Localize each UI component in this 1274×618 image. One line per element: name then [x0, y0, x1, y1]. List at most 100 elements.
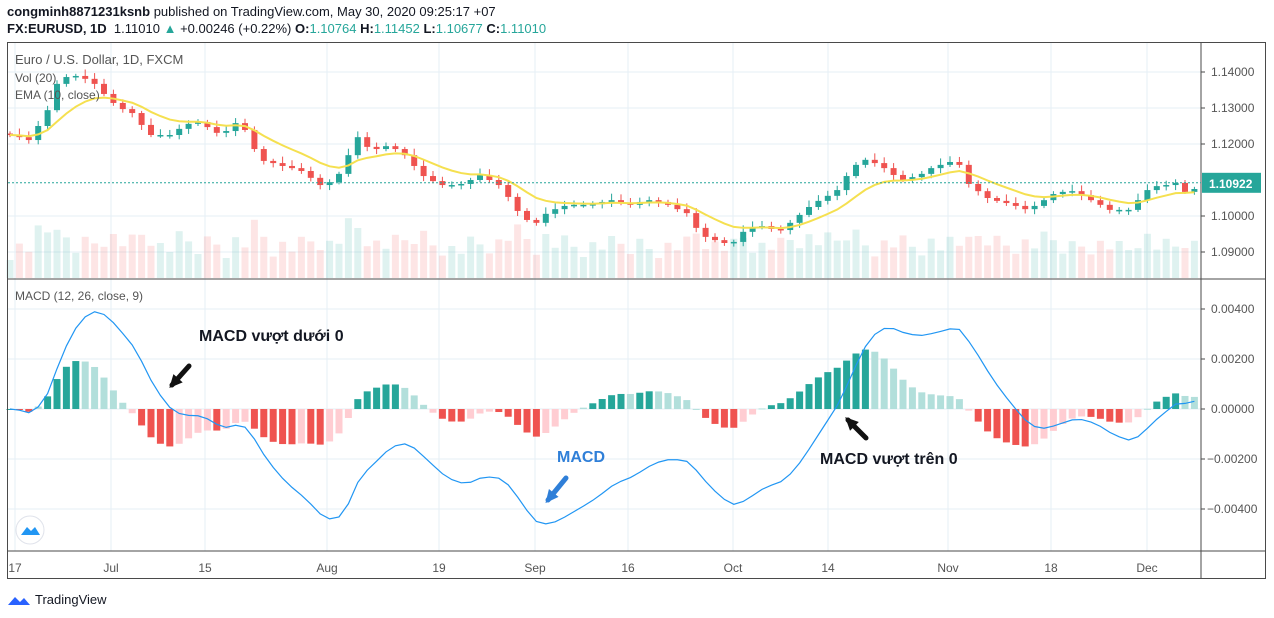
candle-body: [815, 200, 822, 207]
volume-bar: [598, 249, 606, 278]
macd-histogram-bar: [617, 393, 625, 409]
candle-body: [702, 227, 709, 237]
volume-bar: [937, 250, 945, 278]
volume-bar: [786, 240, 794, 278]
volume-bar: [767, 249, 775, 278]
candle-body: [157, 135, 164, 137]
volume-bar: [946, 236, 954, 278]
candle-body: [533, 219, 540, 223]
candle-body: [618, 200, 624, 204]
macd-histogram-bar: [147, 409, 155, 438]
volume-bar: [269, 256, 277, 278]
macd-histogram-bar: [890, 368, 898, 409]
volume-bar: [382, 248, 390, 278]
chart-frame: [7, 42, 1266, 579]
macd-histogram-bar: [53, 379, 61, 409]
macd-histogram-bar: [316, 409, 324, 445]
price-tick-label: 1.10000: [1211, 209, 1255, 223]
macd-histogram-bar: [946, 396, 954, 409]
candle-body: [279, 163, 286, 166]
macd-histogram-bar: [307, 409, 315, 444]
macd-histogram-bar: [156, 409, 164, 444]
candle-body: [975, 183, 982, 192]
candle-body: [928, 168, 935, 174]
macd-histogram-bar: [908, 387, 916, 409]
price-change: +0.00246 (+0.22%): [180, 21, 292, 36]
macd-histogram-bar: [119, 402, 127, 409]
macd-histogram-bar: [514, 409, 522, 425]
volume-legend[interactable]: Vol (20): [15, 71, 57, 85]
volume-bar: [1125, 250, 1133, 278]
publish-info: congminh8871231ksnb published on Trading…: [7, 4, 496, 19]
volume-bar: [1087, 254, 1095, 278]
tradingview-logo[interactable]: TradingView: [7, 592, 107, 607]
macd-histogram-bar: [1162, 396, 1170, 409]
macd-histogram-bar: [1002, 409, 1010, 443]
macd-histogram-bar: [589, 403, 597, 409]
volume-bar: [81, 236, 89, 278]
candle-body: [1125, 209, 1132, 212]
volume-bar: [514, 224, 522, 278]
macd-histogram-bar: [326, 409, 334, 442]
macd-histogram-bar: [1181, 395, 1189, 409]
macd-histogram-bar: [655, 391, 663, 409]
macd-histogram-bar: [373, 387, 381, 409]
candle-body: [542, 213, 549, 223]
candle-body: [1012, 203, 1019, 206]
macd-histogram-bar: [1190, 396, 1198, 409]
time-tick-label: 19: [432, 561, 446, 575]
volume-bar: [702, 249, 710, 278]
candle-body: [401, 149, 408, 156]
macd-histogram-bar: [260, 409, 268, 438]
candle-body: [571, 204, 577, 207]
macd-histogram-bar: [608, 395, 616, 409]
macd-histogram-bar: [993, 409, 1001, 439]
annotation-cross-above: MACD vượt trên 0: [820, 451, 958, 468]
candle-body: [383, 146, 389, 150]
arrow-icon-blue-head: [545, 489, 559, 504]
volume-bar: [777, 237, 785, 278]
volume-bar: [222, 258, 230, 278]
macd-histogram-bar: [570, 409, 578, 413]
macd-histogram-bar: [467, 409, 475, 419]
macd-histogram-bar: [1106, 409, 1114, 422]
macd-histogram-bar: [166, 409, 174, 447]
volume-bar: [1040, 231, 1048, 278]
volume-bar: [391, 234, 399, 278]
published-text: published on TradingView.com, May 30, 20…: [153, 4, 496, 19]
candle-body: [223, 131, 230, 133]
volume-bar: [796, 248, 804, 278]
macd-histogram-bar: [1172, 393, 1180, 409]
volume-bar: [410, 244, 418, 278]
symbol: FX:EURUSD, 1D: [7, 21, 107, 36]
macd-histogram-bar: [1012, 409, 1020, 445]
macd-histogram-bar: [354, 399, 362, 409]
volume-bar: [861, 245, 869, 278]
candle-body: [777, 228, 784, 231]
time-tick-label: 16: [621, 561, 635, 575]
macd-histogram-bar: [702, 409, 710, 418]
macd-tick-label: 0.00400: [1211, 302, 1255, 316]
volume-bar: [476, 244, 484, 278]
candle-body: [336, 173, 342, 183]
macd-histogram-bar: [645, 391, 653, 409]
close-value: 1.11010: [500, 21, 547, 36]
candle-body: [458, 183, 465, 186]
candle-body: [270, 160, 277, 164]
macd-legend[interactable]: MACD (12, 26, close, 9): [15, 289, 144, 303]
macd-histogram-bar: [843, 360, 851, 409]
volume-bar: [1134, 248, 1142, 278]
price-tick-label: 1.13000: [1211, 101, 1255, 115]
arrow-icon-up-left-head: [845, 417, 859, 431]
candle-body: [129, 109, 136, 114]
macd-histogram-bar: [44, 396, 52, 409]
volume-bar: [955, 245, 963, 278]
ema-legend[interactable]: EMA (10, close): [15, 88, 100, 102]
volume-bar: [147, 245, 155, 278]
candle-body: [411, 155, 418, 166]
volume-bar: [1096, 240, 1104, 278]
volume-bar: [730, 238, 738, 278]
volume-bar: [1002, 245, 1010, 278]
volume-bar: [1012, 253, 1020, 278]
